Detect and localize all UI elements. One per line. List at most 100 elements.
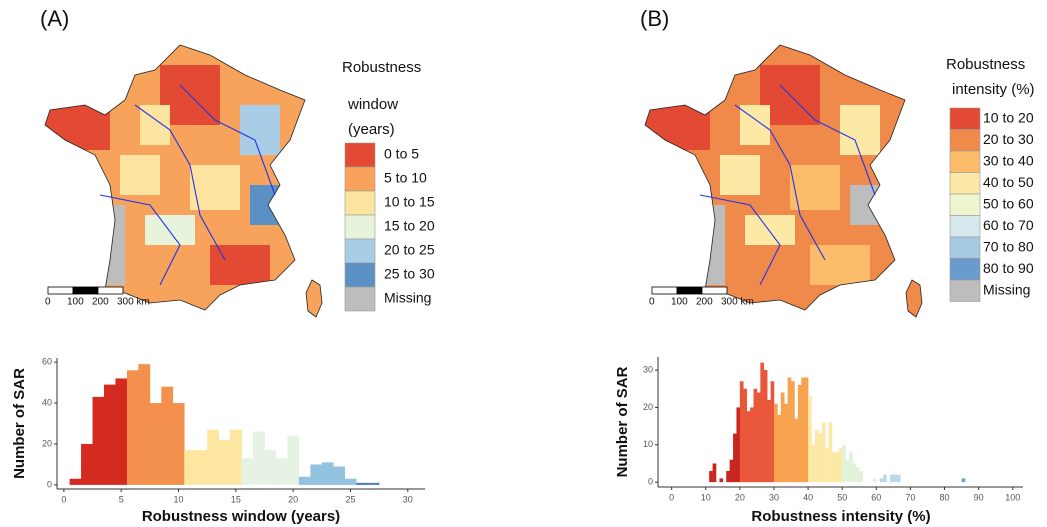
bar <box>287 435 300 485</box>
legend-label: 40 to 50 <box>983 174 1034 190</box>
bar <box>773 403 778 483</box>
bar <box>821 422 826 483</box>
bar <box>743 388 747 483</box>
map <box>44 44 323 318</box>
x-tick-label: 100 <box>1005 492 1020 502</box>
bar <box>750 407 754 483</box>
legend-label: 5 to 10 <box>384 170 427 186</box>
legend-label: 50 to 60 <box>983 195 1034 211</box>
x-tick-label: 20 <box>288 494 298 504</box>
legend-label: 25 to 30 <box>384 266 435 282</box>
legend-label: 70 to 80 <box>983 238 1034 254</box>
bar <box>893 474 898 483</box>
legend-swatch <box>949 150 981 173</box>
y-tick-label: 0 <box>47 479 52 489</box>
scale-bar <box>72 286 99 295</box>
bar <box>814 429 819 483</box>
bar <box>825 448 829 483</box>
bar <box>726 470 730 483</box>
bar <box>831 452 836 483</box>
bar <box>808 396 812 483</box>
bar <box>763 370 768 483</box>
y-tick-label: 60 <box>42 356 52 366</box>
bar <box>889 474 894 483</box>
bar <box>253 431 265 485</box>
x-tick-label: 70 <box>905 492 915 502</box>
bar <box>195 450 208 485</box>
bar <box>712 463 717 483</box>
bar <box>746 411 751 483</box>
x-tick-label: 0 <box>61 494 66 504</box>
y-tick-label: 10 <box>643 439 653 449</box>
bar <box>855 467 860 483</box>
legend-swatch <box>949 107 981 130</box>
bar <box>298 476 311 485</box>
legend-label: 60 to 70 <box>983 217 1034 233</box>
bar <box>838 448 843 483</box>
bar <box>104 384 116 485</box>
legend-label: 20 to 25 <box>384 242 435 258</box>
legend-label: 10 to 15 <box>384 194 435 210</box>
scale-label: 100 <box>671 297 688 308</box>
bar <box>794 418 799 483</box>
legend-swatch <box>949 236 981 259</box>
bar <box>709 470 713 483</box>
panel-label: (B) <box>640 6 669 31</box>
scale-label: 300 km <box>117 297 150 308</box>
legend-swatch <box>949 172 981 195</box>
y-tick-label: 20 <box>42 438 52 448</box>
x-tick-label: 10 <box>701 492 711 502</box>
bar <box>756 392 761 483</box>
bar <box>791 381 795 483</box>
bar <box>896 474 901 483</box>
scale-label: 0 <box>649 297 655 308</box>
bar <box>81 443 93 485</box>
bar <box>852 463 857 483</box>
bar <box>872 478 877 483</box>
legend-label: 80 to 90 <box>983 260 1034 276</box>
bar <box>126 370 139 485</box>
bar <box>801 377 805 483</box>
legend-label: 30 to 40 <box>983 152 1034 168</box>
bar <box>367 482 380 485</box>
bar <box>149 403 162 485</box>
legend-swatch <box>344 142 376 168</box>
bar <box>760 362 765 483</box>
bar <box>321 462 334 485</box>
x-tick-label: 90 <box>974 492 984 502</box>
x-tick-label: 25 <box>345 494 355 504</box>
x-axis-label: Robustness window (years) <box>142 508 340 525</box>
bar <box>356 482 368 485</box>
legend-swatch <box>344 214 376 240</box>
bar <box>739 381 744 483</box>
bar <box>849 452 853 483</box>
bar <box>92 396 105 485</box>
legend-title: intensity (%) <box>952 81 1035 98</box>
x-tick-label: 30 <box>769 492 779 502</box>
legend-label: Missing <box>983 281 1030 297</box>
x-tick-label: 50 <box>837 492 847 502</box>
x-tick-label: 20 <box>735 492 745 502</box>
panel-label: (A) <box>40 6 69 31</box>
legend-swatch <box>949 129 981 152</box>
bar <box>264 450 277 485</box>
bar <box>333 466 346 485</box>
legend-title: (years) <box>348 121 395 138</box>
bar <box>784 403 788 483</box>
legend-swatch <box>344 238 376 264</box>
bar <box>780 392 785 483</box>
legend-swatch <box>949 193 981 216</box>
legend-title: Robustness <box>342 59 421 76</box>
bar <box>729 459 734 483</box>
bar <box>230 429 242 485</box>
scale-label: 0 <box>45 297 51 308</box>
scale-label: 200 <box>696 297 713 308</box>
legend-swatch <box>344 262 376 288</box>
legend-label: 20 to 30 <box>983 131 1034 147</box>
bar <box>310 464 323 485</box>
legend-swatch <box>344 190 376 216</box>
x-tick-label: 5 <box>119 494 124 504</box>
x-tick-label: 80 <box>940 492 950 502</box>
bar <box>818 433 823 483</box>
